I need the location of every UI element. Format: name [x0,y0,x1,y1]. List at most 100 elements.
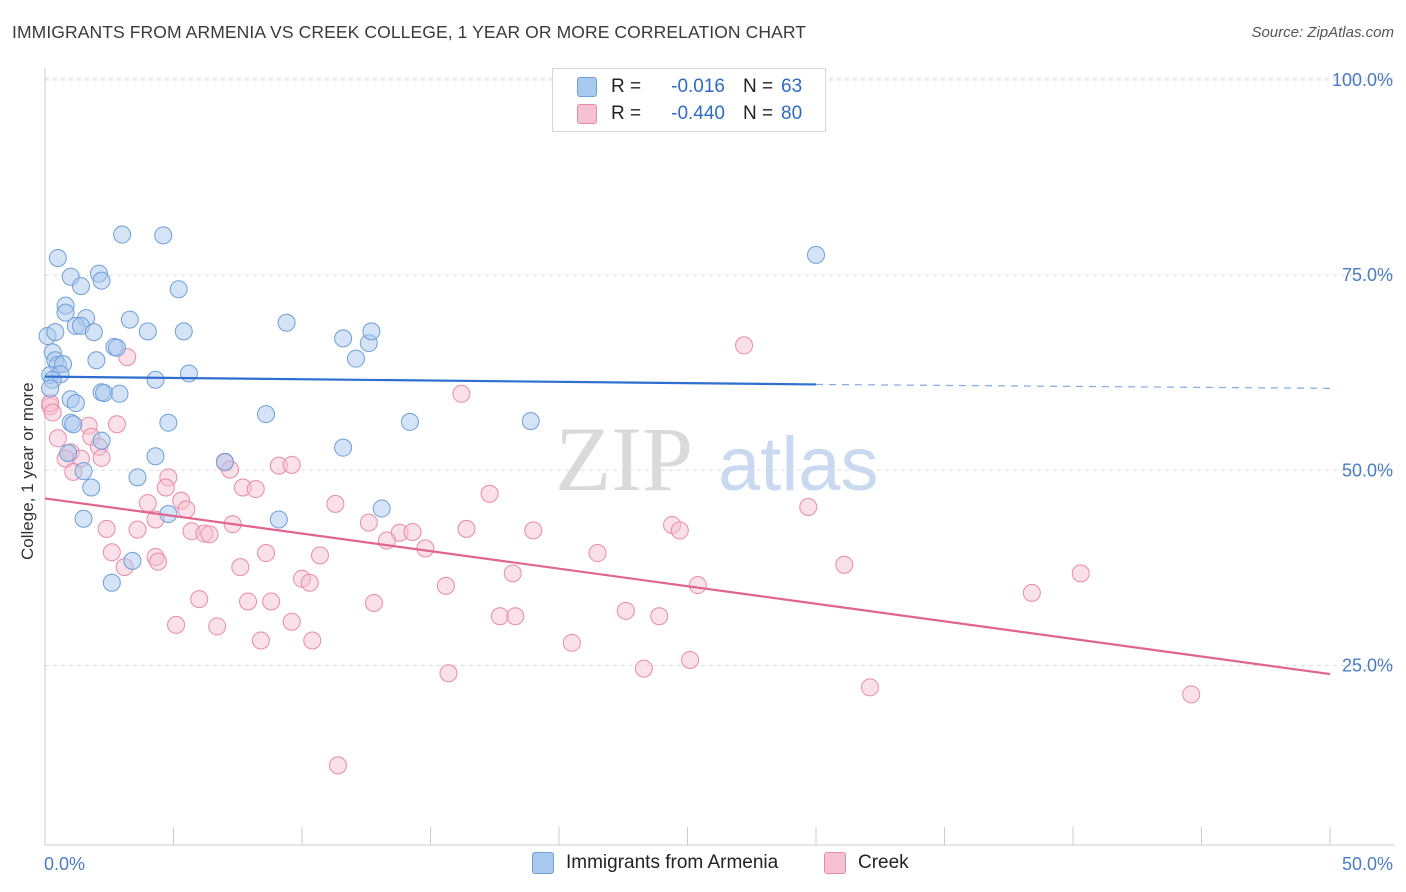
watermark-zip: ZIP [555,408,693,510]
data-point [87,351,106,370]
data-point [167,615,186,634]
data-point [215,452,234,471]
axes [44,68,1395,846]
data-point [156,478,175,497]
data-point [46,323,65,342]
data-point [128,520,147,539]
data-point [246,480,265,499]
data-point [102,543,121,562]
legend-row-creek: R = -0.440 N = 80 [577,101,802,127]
data-point [326,494,345,513]
y-tick-label: 50.0% [1342,460,1393,480]
data-point [616,601,635,620]
data-point [262,592,281,611]
gridlines [45,77,1395,666]
data-point [74,462,93,481]
data-point [588,544,607,563]
legend-r-label: R = [611,103,642,124]
data-point [416,539,435,558]
watermark: ZIP atlas [555,408,879,510]
data-point [439,664,458,683]
data-point [97,519,116,538]
y-tick-label: 75.0% [1342,265,1393,285]
data-point [177,500,196,519]
data-point [56,303,75,322]
data-point [231,558,250,577]
data-point [480,484,499,503]
data-point [66,394,85,413]
legend-n-label: N = [743,76,774,97]
data-point [154,226,173,245]
data-point [102,573,121,592]
data-point [41,379,60,398]
data-point [362,322,381,341]
data-point [92,271,111,290]
data-point [457,519,476,538]
data-point [807,245,825,264]
legend-n-label: N = [743,103,774,124]
x-tick-labels: 0.0% 50.0% [44,854,1393,874]
data-point [257,544,276,563]
data-point [128,468,147,487]
legend-r-value: -0.440 [671,103,725,124]
data-point [835,555,854,574]
data-point [43,403,62,422]
legend-swatch-creek [577,104,597,124]
data-point [490,607,509,626]
data-point [159,413,178,432]
y-tick-label: 25.0% [1342,655,1393,675]
data-point [169,280,188,299]
data-point [688,576,707,595]
data-point [634,659,653,678]
data-point [138,322,157,341]
data-point [1182,685,1201,704]
data-point [282,612,301,631]
bottom-legend-swatch-armenia [532,852,554,874]
data-point [860,678,879,697]
legend-n-value: 80 [781,103,803,124]
data-point [670,521,689,540]
data-point [239,592,258,611]
bottom-legend-label-creek: Creek [858,852,909,873]
data-point [48,248,67,267]
data-point [334,438,353,457]
data-point [277,313,296,332]
data-point [110,384,129,403]
data-point [64,415,83,434]
data-point [300,573,319,592]
data-point [138,494,157,513]
legend-n-value: 63 [781,76,803,97]
data-point [364,594,383,613]
data-point [84,323,103,342]
data-point [200,525,219,544]
data-point [179,364,198,383]
data-point [107,338,126,357]
data-point [506,607,525,626]
legend-swatch-armenia [577,77,597,97]
legend-row-armenia: R = -0.016 N = 63 [577,74,802,100]
data-point [174,322,193,341]
data-point [71,277,90,296]
data-point [799,497,818,516]
trend-line-extension [815,383,1331,389]
data-point [107,415,126,434]
y-tick-labels: 25.0% 50.0% 75.0% 100.0% [1332,70,1393,675]
data-point [74,509,93,528]
data-point [146,447,165,466]
data-point [59,444,78,463]
data-point [328,756,347,775]
stats-legend: R = -0.016 N = 63 R = -0.440 N = 80 [552,68,826,132]
creek-points [41,336,1201,775]
data-point [372,499,391,518]
data-point [92,448,111,467]
data-point [208,617,227,636]
trend-line [44,497,1331,676]
data-point [146,370,165,389]
data-point [48,429,67,448]
data-point [346,349,365,368]
trend-line [44,375,817,386]
data-point [1071,564,1090,583]
data-point [303,631,322,650]
y-axis-label: College, 1 year or more [18,382,37,560]
